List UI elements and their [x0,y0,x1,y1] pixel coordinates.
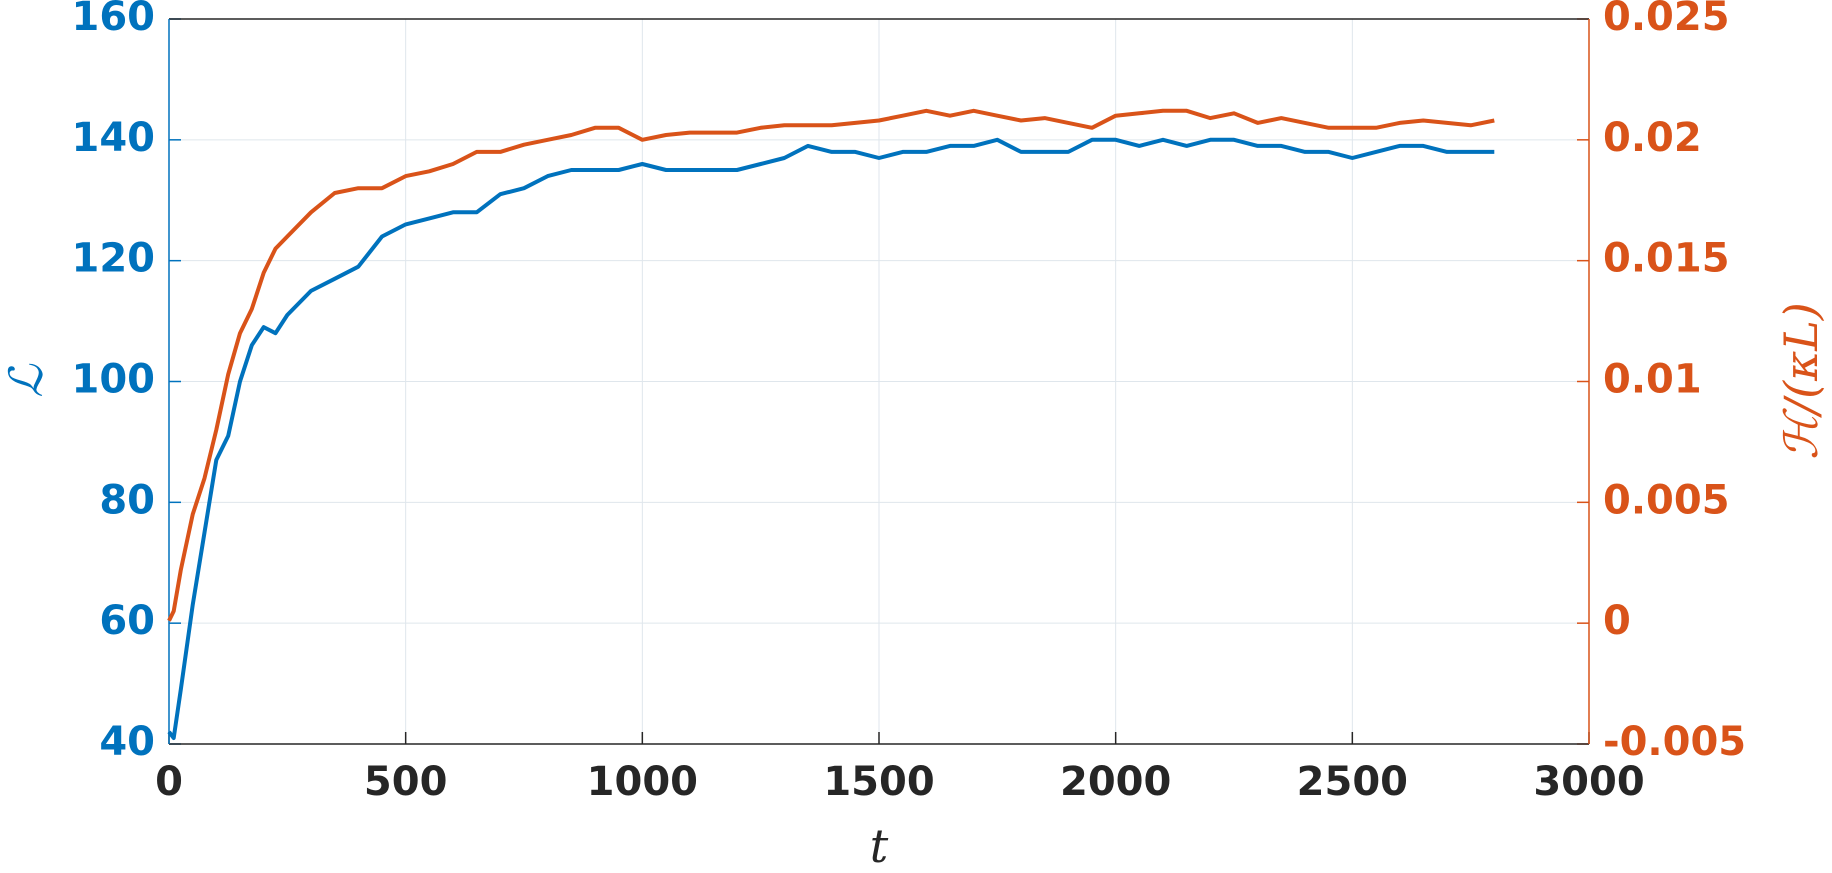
y2-tick-label: 0.02 [1603,115,1702,161]
x-tick-label: 500 [364,759,448,805]
y2-tick-label: 0.005 [1603,477,1730,523]
y-tick-label: 120 [72,236,156,282]
x-tick-label: 1500 [823,759,934,805]
x-tick-label: 1000 [587,759,698,805]
y2-tick-label: -0.005 [1603,719,1746,765]
y-axis-label: ℒ [0,364,53,398]
x-tick-label: 0 [155,759,183,805]
x-axis-label: t [870,819,889,873]
y2-tick-label: 0.015 [1603,236,1730,282]
x-tick-label: 3000 [1533,759,1644,805]
data-line [167,108,1495,622]
y2-tick-label: 0.01 [1603,357,1702,403]
data-line [167,137,1495,740]
y2-axis-label: ℋ/(κL) [1774,302,1828,460]
y-tick-label: 40 [99,719,155,765]
x-tick-label: 2000 [1060,759,1171,805]
y2-tick-label: 0 [1603,598,1631,644]
y2-tick-label: 0.025 [1603,0,1730,40]
y-tick-label: 100 [72,357,156,403]
y-tick-label: 80 [99,477,155,523]
y-tick-label: 60 [99,598,155,644]
x-tick-label: 2500 [1297,759,1408,805]
y-tick-label: 140 [72,115,156,161]
y-tick-label: 160 [72,0,156,40]
